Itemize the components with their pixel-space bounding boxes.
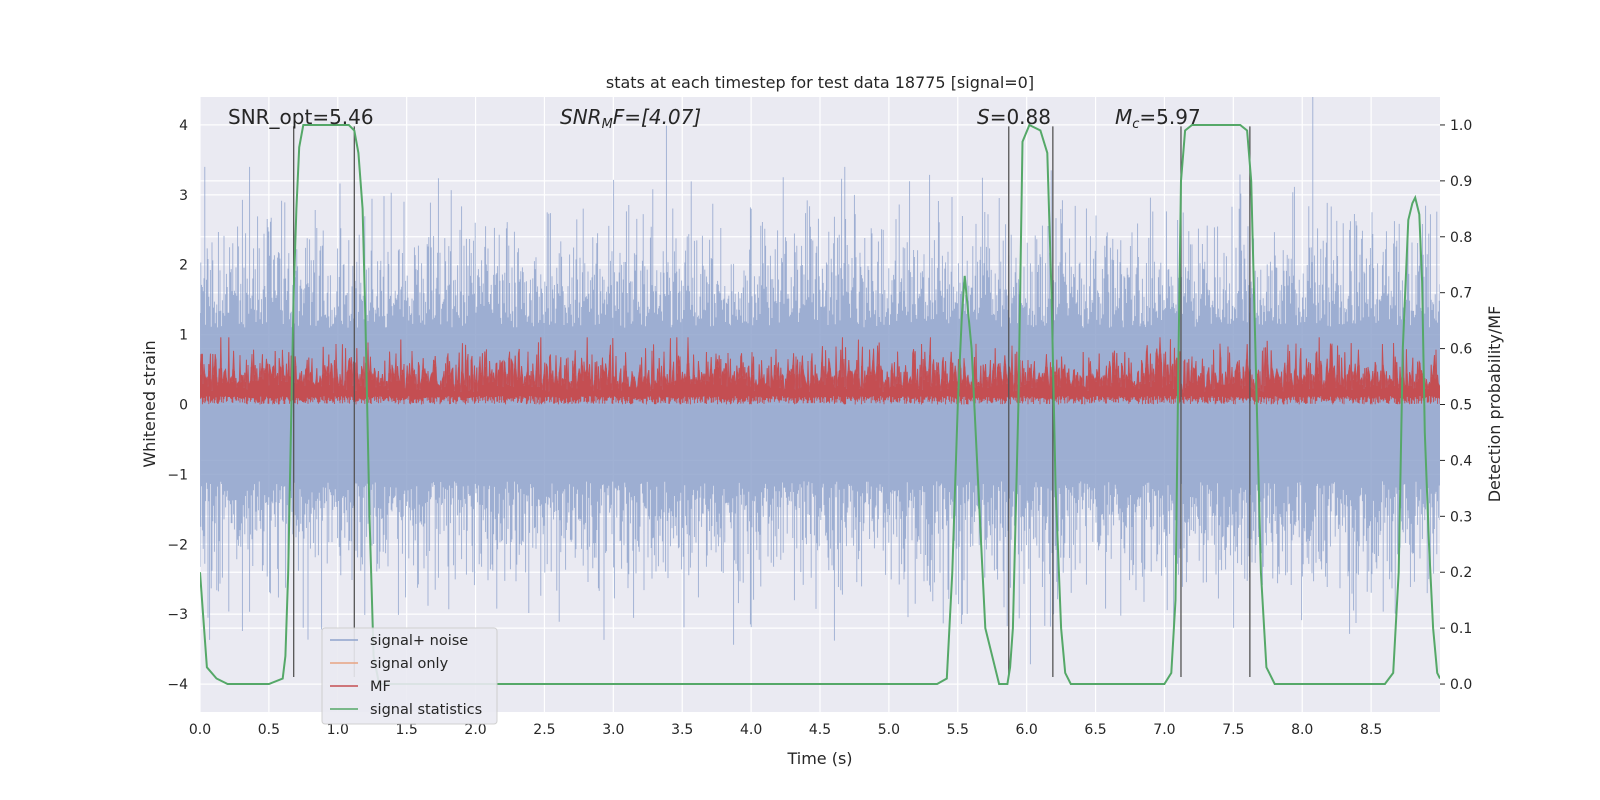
annotation-mc: Mc=5.97 — [1115, 105, 1201, 132]
y-right-tick-label: 0.0 — [1450, 677, 1472, 693]
legend-box — [321, 627, 498, 725]
y-right-tick-label: 0.2 — [1450, 565, 1472, 581]
x-tick-label: 0.5 — [258, 722, 280, 738]
vertical-markers — [293, 126, 1251, 678]
y-right-tick-label: 1.0 — [1450, 118, 1472, 134]
x-tick-label: 1.0 — [327, 722, 349, 738]
legend-label-signal-noise: signal+ noise — [370, 633, 468, 649]
y-right-tick-label: 0.9 — [1450, 174, 1472, 190]
annotation-snr-mf: SNRMF=[4.07] — [560, 105, 701, 132]
y-right-tick-label: 0.5 — [1450, 398, 1472, 414]
signal-statistics-series — [200, 123, 1440, 685]
y-left-tick-label: 4 — [179, 118, 188, 134]
annotation-s: S=0.88 — [977, 105, 1051, 129]
y-right-tick-label: 0.3 — [1450, 509, 1472, 525]
x-tick-label: 7.5 — [1222, 722, 1244, 738]
mf-trace — [200, 337, 1440, 405]
y-right-tick-label: 0.8 — [1450, 230, 1472, 246]
chart-title: stats at each timestep for test data 187… — [606, 73, 1034, 92]
y-axis-label-left: Whitened strain — [140, 340, 159, 467]
mf-envelope — [200, 337, 1440, 393]
legend: signal+ noise signal only MF signal stat… — [321, 627, 498, 725]
y-left-tick-label: −1 — [167, 467, 188, 483]
x-tick-label: 3.5 — [671, 722, 693, 738]
y-left-tick-label: −2 — [167, 537, 188, 553]
x-tick-label: 1.5 — [396, 722, 418, 738]
y-left-tick-label: 1 — [179, 328, 188, 344]
x-tick-label: 6.5 — [1084, 722, 1106, 738]
x-tick-label: 7.0 — [1153, 722, 1175, 738]
x-tick-label: 2.0 — [464, 722, 486, 738]
y-left-tick-label: −3 — [167, 607, 188, 623]
x-tick-label: 4.5 — [809, 722, 831, 738]
x-tick-label: 6.0 — [1016, 722, 1038, 738]
y-right-tick-label: 0.1 — [1450, 621, 1472, 637]
y-left-tick-label: 3 — [179, 188, 188, 204]
x-tick-label: 5.0 — [878, 722, 900, 738]
x-tick-label: 8.0 — [1291, 722, 1313, 738]
x-axis-label: Time (s) — [786, 749, 852, 768]
x-tick-label: 8.5 — [1360, 722, 1382, 738]
legend-label-signal-statistics: signal statistics — [370, 702, 482, 718]
signal-statistics-line — [200, 123, 1440, 685]
x-tick-label: 5.5 — [947, 722, 969, 738]
mf-band — [200, 337, 1440, 405]
y-left-tick-label: 0 — [179, 398, 188, 414]
x-tick-label: 0.0 — [189, 722, 211, 738]
x-tick-label: 4.0 — [740, 722, 762, 738]
y-right-tick-label: 0.6 — [1450, 342, 1472, 358]
y-right-tick-label: 0.4 — [1450, 453, 1472, 469]
y-axis-label-right: Detection probability/MF — [1485, 306, 1504, 503]
y-left-tick-label: −4 — [167, 677, 188, 693]
axis-ticks: 0.0 0.5 1.0 1.5 2.0 2.5 3.0 3.5 4.0 4.5 5.0 5.5 6.0 6… — [167, 118, 1472, 738]
y-right-tick-label: 0.7 — [1450, 286, 1472, 302]
x-tick-label: 2.5 — [533, 722, 555, 738]
y-left-tick-label: 2 — [179, 258, 188, 274]
legend-label-signal-only: signal only — [370, 656, 449, 672]
x-tick-label: 3.0 — [602, 722, 624, 738]
annotation-snr-opt: SNR_opt=5.46 — [228, 105, 374, 129]
legend-label-mf: MF — [370, 679, 391, 695]
